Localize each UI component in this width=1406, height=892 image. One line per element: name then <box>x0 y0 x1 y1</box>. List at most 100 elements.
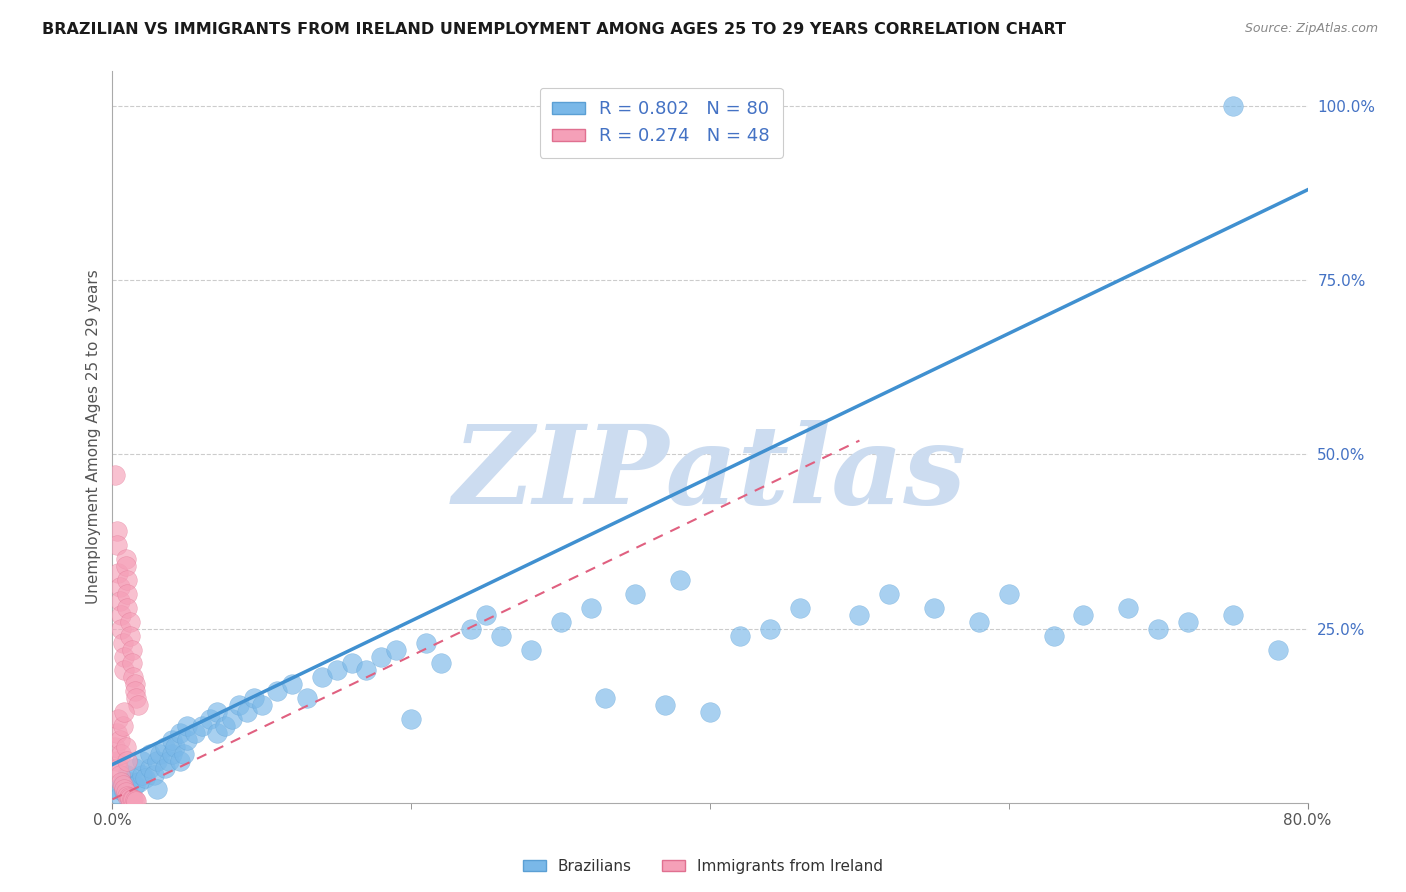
Brazilians <box>595 691 617 706</box>
Brazilians <box>967 615 990 629</box>
Brazilians <box>183 726 205 740</box>
Immigrants from Ireland <box>121 642 143 657</box>
Brazilians <box>114 785 135 799</box>
Immigrants from Ireland <box>110 775 132 789</box>
Immigrants from Ireland <box>104 740 127 755</box>
Immigrants from Ireland <box>118 790 141 805</box>
Immigrants from Ireland <box>120 629 142 643</box>
Brazilians <box>139 747 162 761</box>
Brazilians <box>128 775 150 789</box>
Brazilians <box>879 587 901 601</box>
Immigrants from Ireland <box>117 600 139 615</box>
Brazilians <box>157 754 180 768</box>
Immigrants from Ireland <box>125 794 148 808</box>
Legend: Brazilians, Immigrants from Ireland: Brazilians, Immigrants from Ireland <box>516 853 890 880</box>
Brazilians <box>728 629 751 643</box>
Brazilians <box>124 778 146 792</box>
Brazilians <box>1177 615 1199 629</box>
Brazilians <box>356 664 378 678</box>
Brazilians <box>117 768 139 782</box>
Immigrants from Ireland <box>114 649 135 664</box>
Brazilians <box>281 677 304 691</box>
Brazilians <box>134 772 156 786</box>
Immigrants from Ireland <box>125 691 148 706</box>
Brazilians <box>430 657 453 671</box>
Immigrants from Ireland <box>114 705 135 719</box>
Immigrants from Ireland <box>121 657 143 671</box>
Brazilians <box>654 698 676 713</box>
Immigrants from Ireland <box>107 712 129 726</box>
Brazilians <box>669 573 692 587</box>
Immigrants from Ireland <box>124 677 146 691</box>
Immigrants from Ireland <box>108 733 131 747</box>
Immigrants from Ireland <box>122 792 145 806</box>
Brazilians <box>550 615 572 629</box>
Immigrants from Ireland <box>115 558 138 573</box>
Immigrants from Ireland <box>114 781 135 796</box>
Immigrants from Ireland <box>120 615 142 629</box>
Immigrants from Ireland <box>117 754 139 768</box>
Brazilians <box>139 761 162 775</box>
Immigrants from Ireland <box>115 552 138 566</box>
Brazilians <box>385 642 408 657</box>
Brazilians <box>370 649 392 664</box>
Brazilians <box>221 712 243 726</box>
Immigrants from Ireland <box>115 785 138 799</box>
Brazilians <box>108 789 131 803</box>
Brazilians <box>295 691 318 706</box>
Brazilians <box>198 712 221 726</box>
Immigrants from Ireland <box>115 740 138 755</box>
Brazilians <box>120 775 142 789</box>
Text: ZIPatlas: ZIPatlas <box>453 420 967 527</box>
Brazilians <box>228 698 250 713</box>
Brazilians <box>124 761 146 775</box>
Immigrants from Ireland <box>111 635 134 649</box>
Brazilians <box>153 761 176 775</box>
Brazilians <box>173 747 195 761</box>
Immigrants from Ireland <box>107 761 129 775</box>
Brazilians <box>624 587 647 601</box>
Brazilians <box>205 726 228 740</box>
Brazilians <box>191 719 214 733</box>
Immigrants from Ireland <box>107 566 129 580</box>
Immigrants from Ireland <box>111 719 134 733</box>
Brazilians <box>153 740 176 755</box>
Immigrants from Ireland <box>105 726 128 740</box>
Immigrants from Ireland <box>108 580 131 594</box>
Brazilians <box>325 664 347 678</box>
Brazilians <box>1042 629 1064 643</box>
Text: Source: ZipAtlas.com: Source: ZipAtlas.com <box>1244 22 1378 36</box>
Brazilians <box>149 747 172 761</box>
Immigrants from Ireland <box>111 778 134 792</box>
Brazilians <box>162 733 183 747</box>
Immigrants from Ireland <box>110 622 132 636</box>
Brazilians <box>111 775 134 789</box>
Immigrants from Ireland <box>120 791 142 805</box>
Immigrants from Ireland <box>108 768 131 782</box>
Brazilians <box>176 719 198 733</box>
Brazilians <box>266 684 288 698</box>
Brazilians <box>415 635 437 649</box>
Brazilians <box>143 768 166 782</box>
Immigrants from Ireland <box>117 587 139 601</box>
Brazilians <box>250 698 273 713</box>
Brazilians <box>998 587 1021 601</box>
Brazilians <box>340 657 363 671</box>
Brazilians <box>146 754 169 768</box>
Text: BRAZILIAN VS IMMIGRANTS FROM IRELAND UNEMPLOYMENT AMONG AGES 25 TO 29 YEARS CORR: BRAZILIAN VS IMMIGRANTS FROM IRELAND UNE… <box>42 22 1066 37</box>
Brazilians <box>520 642 543 657</box>
Immigrants from Ireland <box>127 698 149 713</box>
Brazilians <box>311 670 333 684</box>
Brazilians <box>117 781 139 796</box>
Immigrants from Ireland <box>105 754 128 768</box>
Brazilians <box>169 726 191 740</box>
Brazilians <box>146 781 169 796</box>
Brazilians <box>579 600 602 615</box>
Brazilians <box>169 754 191 768</box>
Immigrants from Ireland <box>124 684 146 698</box>
Immigrants from Ireland <box>105 538 128 552</box>
Immigrants from Ireland <box>124 793 146 807</box>
Y-axis label: Unemployment Among Ages 25 to 29 years: Unemployment Among Ages 25 to 29 years <box>86 269 101 605</box>
Brazilians <box>1073 607 1095 622</box>
Brazilians <box>1222 607 1244 622</box>
